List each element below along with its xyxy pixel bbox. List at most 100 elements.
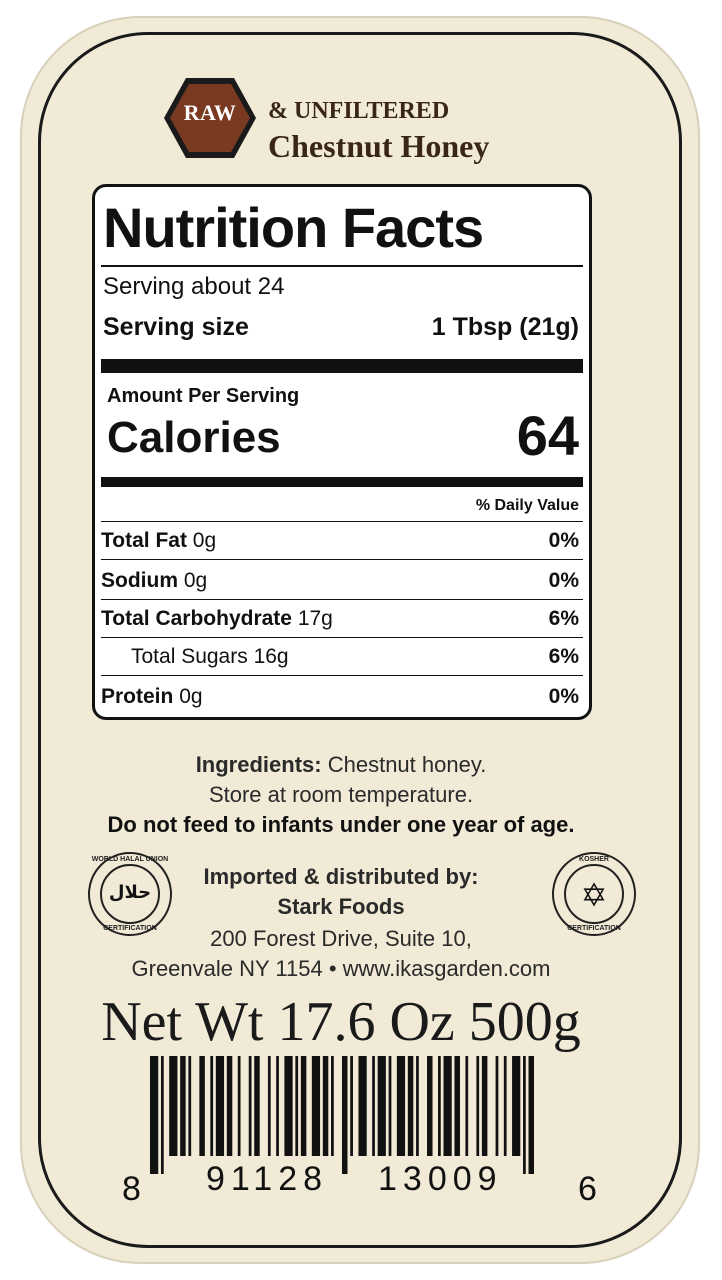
divider [101, 599, 583, 600]
nutrient-dv: 0% [548, 569, 579, 592]
kosher-certification-seal: KOSHER ✡ CERTIFICATION [552, 852, 636, 936]
barcode-bar [495, 1056, 499, 1156]
star-of-david-icon: ✡ [580, 876, 608, 914]
barcode-bar [267, 1056, 271, 1156]
kosher-seal-bottom-text: CERTIFICATION [567, 925, 621, 932]
nutrient-row-sugars: Total Sugars 16g [131, 645, 289, 669]
barcode-bar [342, 1056, 348, 1174]
barcode-bar [476, 1056, 480, 1156]
barcode-bar [331, 1056, 334, 1156]
barcode-bar [322, 1056, 329, 1156]
barcode-bar [248, 1056, 252, 1156]
halal-seal-inner: حلال [100, 864, 160, 924]
address-line-1: 200 Forest Drive, Suite 10, [210, 926, 472, 951]
raw-badge-text: RAW [183, 100, 237, 125]
barcode-bar [465, 1056, 469, 1156]
thick-divider [101, 359, 583, 373]
nutrient-row-protein: Protein 0g [101, 685, 203, 709]
company-name: Stark Foods [277, 894, 405, 919]
barcode-bar [388, 1056, 392, 1156]
calories-label: Calories [107, 413, 281, 462]
barcode-bar [215, 1056, 225, 1156]
barcode-bar [427, 1056, 433, 1156]
barcode-bar [407, 1056, 414, 1156]
daily-value-header: % Daily Value [475, 497, 579, 514]
barcode-digit-first: 8 [122, 1170, 141, 1208]
ingredients-value: Chestnut honey. [327, 752, 487, 777]
barcode-bar [226, 1056, 233, 1156]
barcode-bar [169, 1056, 178, 1156]
amount-per-serving: Amount Per Serving [107, 385, 300, 407]
nutrient-label: Sodium [101, 569, 178, 592]
nutrient-amount: 0g [183, 569, 208, 592]
halal-certification-seal: WORLD HALAL UNION حلال CERTIFICATION [88, 852, 172, 936]
barcode-bar [358, 1056, 367, 1156]
divider [101, 637, 583, 638]
ingredients-label: Ingredients: [195, 752, 322, 777]
barcode-bar [254, 1056, 260, 1156]
barcode-bar [276, 1056, 279, 1156]
barcode-digits-right: 13009 [378, 1160, 503, 1198]
halal-seal-center: حلال [108, 882, 152, 903]
distributor-label: Imported & distributed by: [203, 864, 479, 889]
barcode-bar [237, 1056, 241, 1156]
nutrient-label: Total Sugars [131, 645, 248, 668]
nutrient-label: Total Carbohydrate [101, 607, 292, 630]
barcode-bar [512, 1056, 521, 1156]
barcode-bar [523, 1056, 526, 1174]
barcode-bar [188, 1056, 192, 1156]
raw-badge-hexagon [164, 78, 256, 158]
nutrient-amount: 16g [253, 645, 289, 668]
nutrition-facts-title: Nutrition Facts [103, 196, 484, 259]
medium-divider [101, 477, 583, 487]
infant-warning: Do not feed to infants under one year of… [107, 812, 575, 837]
halal-seal-top-text: WORLD HALAL UNION [91, 856, 169, 863]
divider [101, 521, 583, 522]
nutrient-dv: 6% [548, 645, 579, 668]
nutrient-dv: 6% [548, 607, 579, 630]
divider [101, 675, 583, 676]
ingredients-line: Ingredients: Chestnut honey. [60, 752, 622, 778]
serving-size-value: 1 Tbsp (21g) [431, 313, 579, 341]
nutrient-amount: 0g [192, 529, 217, 552]
nutrient-row-sodium: Sodium 0g [101, 569, 207, 593]
barcode-bar [454, 1056, 460, 1156]
barcode-bar [180, 1056, 186, 1156]
calories-value: 64 [516, 404, 579, 467]
barcode-bar [160, 1056, 164, 1174]
unfiltered-text: & UNFILTERED [268, 98, 450, 124]
barcode-bar [438, 1056, 441, 1156]
barcode-bar [295, 1056, 299, 1156]
product-name: Chestnut Honey [268, 128, 490, 164]
barcode-digit-last: 6 [578, 1170, 597, 1208]
nutrient-label: Total Fat [101, 529, 187, 552]
barcode-bar [416, 1056, 419, 1156]
divider [101, 559, 583, 560]
barcode-bar [503, 1056, 507, 1156]
barcode-bar [528, 1056, 534, 1174]
halal-seal-bottom-text: CERTIFICATION [103, 925, 157, 932]
address-line-2: Greenvale NY 1154 • www.ikasgarden.com [131, 956, 551, 981]
net-weight: Net Wt 17.6 Oz 500g [101, 991, 581, 1053]
serving-size-label: Serving size [103, 313, 249, 341]
barcode-bar [377, 1056, 386, 1156]
barcode-bar [372, 1056, 375, 1156]
barcode-bar [284, 1056, 293, 1156]
kosher-seal-inner: ✡ [564, 864, 624, 924]
nutrient-row-total-fat: Total Fat 0g [101, 529, 216, 553]
nutrient-row-carbohydrate: Total Carbohydrate 17g [101, 607, 333, 631]
nutrient-dv: 0% [548, 529, 579, 552]
nutrient-dv: 0% [548, 685, 579, 708]
barcode-bar [210, 1056, 214, 1156]
barcode-bar [150, 1056, 159, 1174]
servings-per-container: Serving about 24 [103, 273, 285, 300]
nutrient-amount: 17g [297, 607, 333, 630]
barcode [150, 1056, 534, 1174]
nutrient-label: Protein [101, 685, 174, 708]
barcode-bar [300, 1056, 307, 1156]
kosher-seal-top-text: KOSHER [579, 856, 609, 863]
storage-instructions: Store at room temperature. [208, 782, 474, 807]
barcode-bar [443, 1056, 452, 1156]
barcode-digits-left: 91128 [206, 1160, 329, 1198]
nutrient-amount: 0g [179, 685, 203, 708]
